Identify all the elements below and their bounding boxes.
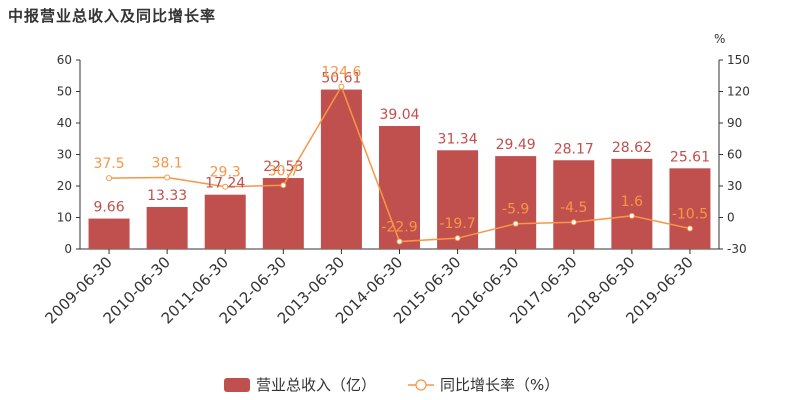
line-value-label: -22.9 — [381, 220, 417, 236]
line-point — [222, 183, 229, 190]
legend-line-label: 同比增长率（%） — [440, 376, 559, 394]
line-point — [338, 83, 345, 90]
line-point — [570, 219, 577, 226]
bar-value-label: 39.04 — [379, 107, 419, 123]
y-right-tick-label: -30 — [727, 242, 747, 256]
y-right-tick-label: 0 — [727, 211, 735, 225]
line-point — [280, 182, 287, 189]
bar — [553, 160, 595, 249]
y-left-tick-label: 20 — [57, 179, 72, 193]
y-right-tick-label: 150 — [727, 53, 750, 67]
line-point — [454, 235, 461, 242]
y-right-tick-label: 120 — [727, 85, 750, 99]
bar-value-label: 9.66 — [93, 200, 124, 216]
bar-value-label: 25.61 — [670, 149, 710, 165]
line-value-label: -4.5 — [560, 200, 587, 216]
y-left-tick-label: 0 — [64, 242, 72, 256]
bar-value-label: 29.49 — [496, 137, 536, 153]
legend-bar-swatch — [224, 378, 250, 392]
bar-value-label: 13.33 — [147, 188, 187, 204]
bar — [320, 89, 362, 250]
legend-bar-label: 营业总收入（亿） — [256, 376, 376, 394]
bar-value-label: 31.34 — [438, 131, 478, 147]
bar-value-label: 50.61 — [321, 71, 361, 87]
line-value-label: -19.7 — [439, 216, 475, 232]
bar-value-label: 28.62 — [612, 140, 652, 156]
line-value-label: 37.5 — [93, 156, 124, 172]
bar — [88, 218, 130, 249]
y-right-tick-label: 90 — [727, 116, 742, 130]
legend-line-marker — [415, 379, 427, 391]
line-point — [628, 212, 635, 219]
line-value-label: 30.7 — [268, 163, 299, 179]
line-value-label: -10.5 — [672, 207, 708, 223]
bar — [379, 126, 420, 249]
line-value-label: 124.6 — [321, 65, 361, 81]
bar — [611, 158, 653, 249]
y-left-tick-label: 60 — [57, 53, 72, 67]
chart-title: 中报营业总收入及同比增长率 — [8, 7, 217, 25]
line-value-label: 1.6 — [621, 194, 643, 210]
y-right-unit-label: % — [714, 32, 725, 46]
line-point — [164, 174, 171, 181]
y-left-tick-label: 40 — [57, 116, 72, 130]
bar — [669, 168, 711, 249]
y-right-tick-label: 30 — [727, 179, 742, 193]
bar-value-label: 17.24 — [205, 176, 245, 192]
bar — [495, 156, 537, 249]
y-left-tick-label: 10 — [57, 211, 72, 225]
line-point — [512, 220, 519, 227]
bar — [437, 150, 479, 249]
bar-value-label: 22.53 — [263, 159, 303, 175]
line-value-label: -5.9 — [502, 202, 529, 218]
line-value-label: 29.3 — [210, 165, 241, 181]
line-point — [686, 225, 693, 232]
y-left-tick-label: 30 — [57, 148, 72, 162]
y-right-tick-label: 60 — [727, 148, 742, 162]
bar-value-label: 28.17 — [554, 141, 594, 157]
line-value-label: 38.1 — [152, 155, 183, 171]
bar — [204, 194, 246, 249]
bar — [262, 178, 304, 249]
y-left-tick-label: 50 — [57, 85, 72, 99]
bar — [146, 207, 188, 249]
line-point — [106, 175, 113, 182]
line-point — [396, 238, 403, 245]
